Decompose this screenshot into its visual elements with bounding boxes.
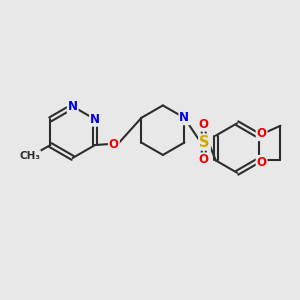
Text: CH₃: CH₃ [19,151,40,161]
Text: O: O [256,156,267,169]
Text: O: O [199,153,208,167]
Text: O: O [109,138,119,151]
Text: N: N [179,111,189,124]
Text: S: S [199,135,210,150]
Text: O: O [199,118,208,131]
Text: O: O [256,127,267,140]
Text: N: N [90,113,100,126]
Text: N: N [68,100,78,113]
